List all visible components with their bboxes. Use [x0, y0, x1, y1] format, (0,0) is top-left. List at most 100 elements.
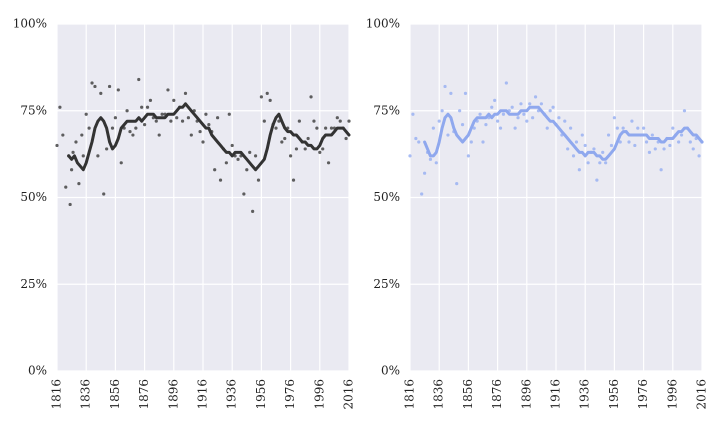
data-point [618, 140, 622, 144]
data-point [636, 126, 640, 130]
x-tick-label: 1956 [607, 379, 621, 410]
data-point [498, 126, 503, 130]
data-point [175, 116, 179, 120]
data-point [189, 133, 193, 137]
data-point [74, 140, 78, 144]
data-point [449, 91, 453, 95]
data-point [105, 147, 109, 151]
data-point [318, 150, 322, 154]
data-point [143, 123, 147, 127]
data-point [677, 140, 681, 144]
data-point [338, 119, 342, 123]
data-point [321, 147, 325, 151]
data-point [224, 161, 228, 165]
data-point [61, 133, 65, 137]
data-point [230, 143, 234, 148]
data-point [169, 119, 173, 123]
data-point [77, 182, 81, 186]
data-point [662, 147, 666, 151]
data-point [688, 140, 692, 144]
data-point [434, 161, 438, 165]
data-point [423, 171, 427, 175]
data-point [420, 192, 424, 196]
data-point [227, 112, 231, 116]
data-point [621, 126, 625, 130]
data-point [335, 116, 339, 120]
data-point [446, 133, 450, 137]
data-point [274, 126, 278, 130]
data-point [531, 116, 535, 120]
data-point [326, 161, 331, 165]
x-tick-label: 2016 [342, 379, 356, 410]
data-point [609, 143, 614, 148]
data-point [697, 154, 701, 158]
data-point [218, 178, 223, 182]
data-point [347, 119, 351, 123]
x-tick-label: 1896 [166, 379, 180, 410]
x-tick-label: 1836 [432, 379, 446, 410]
data-point [408, 154, 412, 158]
data-point [68, 202, 72, 207]
data-point [455, 182, 459, 186]
data-point [571, 154, 576, 158]
x-tick-label: 1956 [254, 379, 268, 410]
data-point [484, 123, 488, 127]
data-point [110, 126, 115, 130]
data-point [528, 102, 532, 106]
data-point [251, 209, 255, 213]
data-point [598, 161, 602, 165]
data-point [533, 95, 538, 99]
data-point [93, 84, 97, 89]
data-point [148, 98, 153, 102]
data-point [574, 140, 579, 144]
data-point [563, 119, 567, 123]
data-point [679, 133, 684, 137]
data-point [443, 84, 447, 89]
data-point [134, 126, 138, 130]
data-point [633, 143, 637, 148]
data-point [577, 168, 581, 172]
data-point [259, 95, 263, 99]
data-point [256, 178, 261, 182]
data-point [460, 123, 465, 127]
data-point [583, 143, 587, 148]
data-point [55, 143, 59, 148]
data-point [262, 119, 266, 123]
data-point [428, 157, 433, 161]
data-point [245, 168, 249, 172]
x-tick-label: 1856 [461, 379, 475, 410]
data-point [64, 185, 68, 189]
data-point [306, 136, 310, 141]
chart-panel-left: 1816 1836 1856 1876 1896 1916 1936 1956 1976 1996… [13, 17, 356, 410]
data-point [283, 136, 287, 141]
x-tick-label: 1916 [549, 379, 563, 410]
data-point [586, 161, 590, 165]
scatter-series [55, 77, 351, 213]
data-point [166, 88, 170, 92]
data-point [595, 178, 599, 182]
y-tick-label: 50% [373, 190, 400, 204]
chart-panel-right: 1816 1836 1856 1876 1896 1916 1936 1956 1976 1996… [366, 17, 709, 410]
data-point [157, 133, 161, 137]
data-point [668, 143, 672, 148]
data-point [71, 150, 75, 154]
data-point [490, 105, 494, 109]
data-point [253, 154, 258, 158]
data-point [539, 102, 544, 106]
data-point [472, 126, 476, 130]
data-point [522, 112, 526, 116]
data-point [653, 147, 657, 151]
data-point [650, 133, 654, 137]
data-point [671, 126, 675, 130]
scatter-series [408, 81, 704, 196]
data-point [277, 119, 281, 123]
data-point [140, 105, 144, 109]
x-tick-label: 1996 [312, 379, 326, 410]
y-tick-label: 25% [373, 277, 400, 291]
x-tick-label: 1816 [403, 379, 417, 410]
data-point [107, 84, 112, 89]
data-point [154, 119, 158, 123]
data-point [513, 126, 517, 130]
data-point [437, 119, 441, 123]
